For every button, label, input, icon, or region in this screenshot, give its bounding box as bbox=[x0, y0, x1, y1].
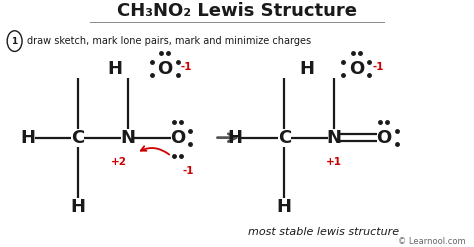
Text: +2: +2 bbox=[110, 157, 127, 167]
Text: O: O bbox=[170, 129, 185, 147]
Text: +1: +1 bbox=[326, 157, 342, 167]
Text: N: N bbox=[120, 129, 135, 147]
Text: O: O bbox=[349, 60, 364, 78]
Text: © Learnool.com: © Learnool.com bbox=[398, 237, 466, 246]
Text: H: H bbox=[70, 198, 85, 216]
Text: N: N bbox=[327, 129, 341, 147]
Text: draw sketch, mark lone pairs, mark and minimize charges: draw sketch, mark lone pairs, mark and m… bbox=[27, 36, 310, 46]
Text: H: H bbox=[20, 129, 36, 147]
Text: H: H bbox=[108, 60, 123, 78]
Text: -1: -1 bbox=[181, 62, 192, 72]
Text: H: H bbox=[227, 129, 242, 147]
Text: 1: 1 bbox=[11, 37, 18, 46]
Text: O: O bbox=[376, 129, 392, 147]
Text: H: H bbox=[299, 60, 314, 78]
Text: most stable lewis structure: most stable lewis structure bbox=[248, 227, 400, 237]
Text: O: O bbox=[157, 60, 173, 78]
Text: CH₃NO₂ Lewis Structure: CH₃NO₂ Lewis Structure bbox=[117, 2, 357, 21]
Text: -1: -1 bbox=[182, 166, 194, 176]
FancyArrowPatch shape bbox=[141, 146, 169, 155]
Text: C: C bbox=[278, 129, 291, 147]
Text: -1: -1 bbox=[372, 62, 384, 72]
Text: C: C bbox=[71, 129, 84, 147]
FancyArrowPatch shape bbox=[218, 134, 236, 142]
Text: H: H bbox=[277, 198, 292, 216]
